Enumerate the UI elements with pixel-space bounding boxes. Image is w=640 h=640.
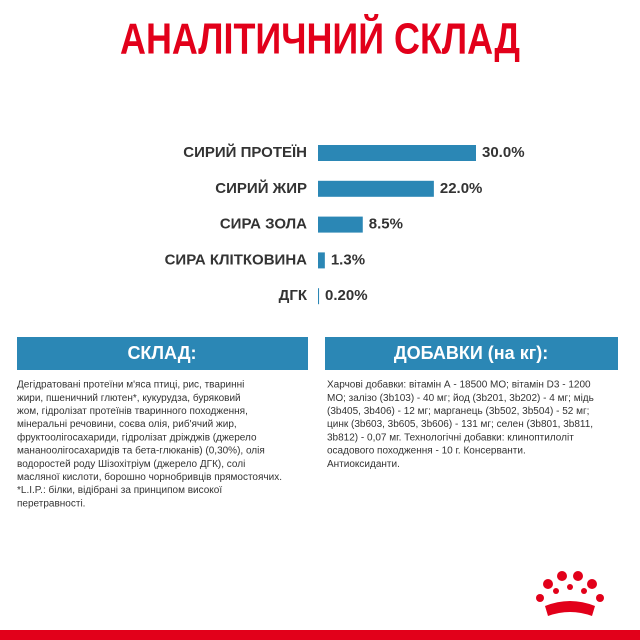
bar [318, 216, 363, 233]
bar [318, 252, 325, 269]
additives-line: осадового походження - 10 г. Консерванти… [327, 446, 526, 457]
additives-line: Антиоксиданти. [327, 459, 400, 470]
bar [318, 180, 434, 197]
composition-title: СКЛАД: [127, 343, 196, 363]
composition-line: мананоолігосахаридів та бета-глюканів) (… [17, 445, 265, 457]
value-label: 30.0% [482, 144, 525, 161]
bar [318, 288, 320, 305]
chart-title: АНАЛІТИЧНИЙ СКЛАД [120, 13, 520, 64]
composition-line: жири, пшеничний глютен*, кукурудза, буря… [17, 392, 241, 404]
bottom-strip [0, 630, 640, 640]
category-label: СИРИЙ ПРОТЕЇН [183, 143, 307, 161]
additives-line: 3b812) - 0,07 мг. Технологічні добавки: … [327, 431, 574, 443]
category-label: ДГК [279, 287, 308, 304]
composition-line: фруктоолігосахариди, гідролізат дріжджів… [17, 431, 257, 443]
composition-line: мінеральні речовини, соєва олія, риб'ячи… [17, 418, 237, 430]
composition-line: Дегідратовані протеїни м'яса птиці, рис,… [17, 380, 244, 391]
category-label: СИРА КЛІТКОВИНА [165, 251, 308, 268]
composition-line: перетравності. [17, 498, 85, 509]
value-label: 8.5% [369, 216, 403, 233]
value-label: 22.0% [440, 180, 483, 197]
composition-line: масляної кислоти, борошно чорнобривців п… [17, 471, 282, 483]
category-label: СИРА ЗОЛА [220, 216, 307, 233]
composition-header [17, 337, 308, 370]
value-label: 0.20% [325, 287, 368, 304]
bar [318, 145, 476, 161]
additives-header [325, 337, 618, 370]
category-label: СИРИЙ ЖИР [215, 179, 307, 197]
additives-title: ДОБАВКИ (на кг): [394, 343, 548, 363]
additives-line: цинк (3b603, 3b605, 3b606) - 131 мг; сел… [327, 419, 593, 430]
additives-line: (3b405, 3b406) - 12 мг; марганець (3b502… [327, 406, 589, 417]
composition-line: водоростей роду Шізохітріум (джерело ДГК… [17, 459, 245, 470]
logo [536, 571, 604, 616]
additives-line: Харчові добавки: вітамін А - 18500 МО; в… [327, 379, 591, 391]
value-label: 1.3% [331, 251, 365, 268]
composition-line: *L.I.P.: білки, відібрані за принципом в… [17, 484, 222, 496]
composition-line: жом, гідролізат протеїнів тваринного пох… [17, 406, 248, 417]
additives-line: МО; залізо (3b103) - 40 мг; йод (3b201, … [327, 393, 594, 404]
